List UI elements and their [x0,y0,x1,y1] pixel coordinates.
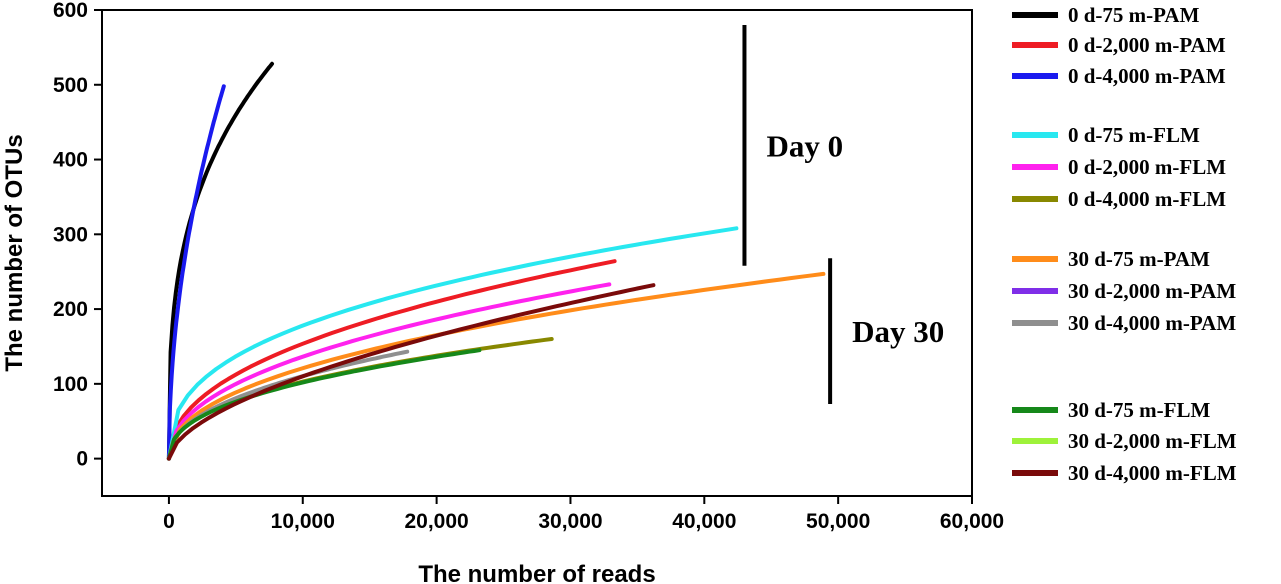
x-axis-ticks: 0 10,000 20,000 30,000 40,000 50,000 60,000 [163,496,1004,533]
x-tick-label: 10,000 [271,510,335,533]
legend-label: 30 d-4,000 m-FLM [1068,461,1237,485]
x-tick-label: 60,000 [940,510,1004,533]
y-tick-label: 600 [53,0,88,22]
series-curve [166,84,226,461]
plot-area-frame [101,9,973,497]
day-annotations: Day 0 Day 30 [742,24,944,405]
legend: 0 d-75 m-PAM 0 d-2,000 m-PAM 0 d-4,000 m-P… [1012,3,1237,485]
legend-label: 30 d-75 m-FLM [1068,398,1210,422]
legend-label: 0 d-75 m-PAM [1068,3,1200,27]
y-tick-label: 100 [53,373,88,396]
y-axis-ticks: 0 100 200 300 400 500 600 [53,0,102,471]
legend-label: 0 d-2,000 m-PAM [1068,33,1226,57]
series-curve [166,282,612,461]
series-curve [166,348,482,461]
y-tick-label: 200 [53,298,88,321]
legend-label: 0 d-2,000 m-FLM [1068,155,1226,179]
series-curve [166,226,739,461]
series-curve [166,259,617,461]
legend-label: 30 d-75 m-PAM [1068,247,1210,271]
x-tick-label: 20,000 [404,510,468,533]
annotation-label: Day 30 [852,314,944,349]
legend-label: 30 d-4,000 m-PAM [1068,311,1236,335]
x-tick-label: 40,000 [672,510,736,533]
series-curve [166,61,274,461]
legend-label: 30 d-2,000 m-PAM [1068,279,1236,303]
legend-label: 0 d-4,000 m-FLM [1068,187,1226,211]
y-tick-label: 0 [76,448,88,471]
curve-series [166,61,826,461]
legend-label: 30 d-2,000 m-FLM [1068,429,1237,453]
y-tick-label: 500 [53,74,88,97]
x-axis-title: The number of reads [418,561,655,584]
y-tick-label: 400 [53,149,88,172]
series-curve [166,283,656,461]
y-tick-label: 300 [53,223,88,246]
x-tick-label: 0 [163,510,175,533]
x-tick-label: 50,000 [806,510,870,533]
y-axis-title: The number of OTUs [1,134,28,371]
annotation-label: Day 0 [766,128,843,163]
series-curve [166,271,826,461]
legend-label: 0 d-4,000 m-PAM [1068,64,1226,88]
legend-label: 0 d-75 m-FLM [1068,123,1200,147]
x-tick-label: 30,000 [538,510,602,533]
